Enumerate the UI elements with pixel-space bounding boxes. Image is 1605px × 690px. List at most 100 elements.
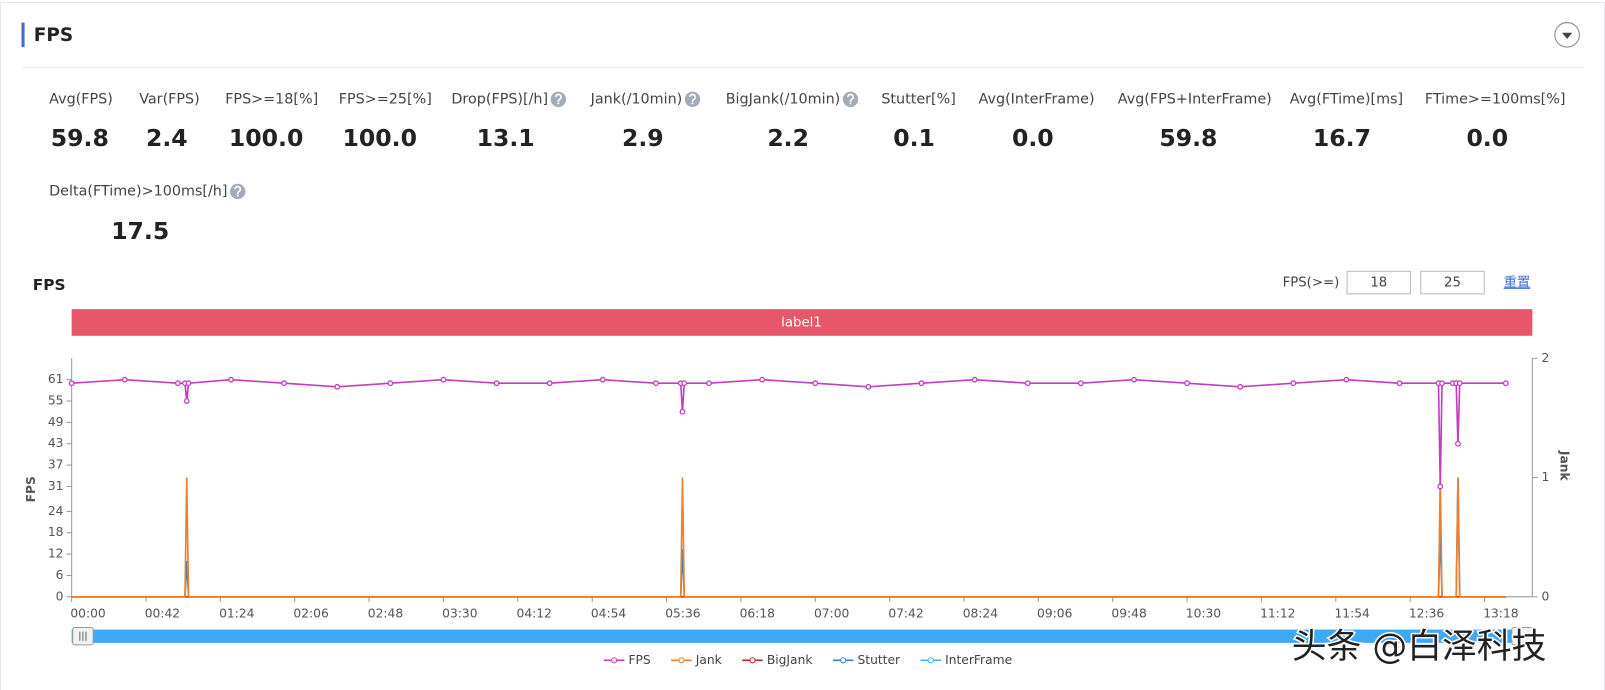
- help-dot: [236, 194, 239, 197]
- threshold-value[interactable]: 18: [1370, 276, 1387, 291]
- point: [653, 380, 659, 387]
- chart-panel-title: FPS: [33, 276, 66, 294]
- y-tick-label: 55: [48, 394, 64, 408]
- point: [68, 380, 75, 387]
- threshold-input[interactable]: [1420, 270, 1485, 295]
- collapse-arrow[interactable]: [1562, 32, 1573, 39]
- y-tick-label: 24: [48, 504, 64, 518]
- metric-label: Drop(FPS)[/h]: [451, 91, 548, 107]
- legend-marker: [927, 657, 934, 664]
- threshold-input[interactable]: [1346, 270, 1412, 295]
- metric-label: FPS>=18[%]: [225, 91, 318, 107]
- x-tick-label: 11:12: [1260, 607, 1295, 621]
- y-tick-label: 43: [48, 436, 64, 450]
- x-tick-label: 04:12: [517, 607, 552, 621]
- x-tick-label: 01:24: [219, 607, 255, 621]
- metric-value: 2.2: [767, 124, 809, 152]
- series-line: [71, 477, 1506, 598]
- x-tick-label: 04:54: [591, 607, 627, 621]
- legend-label: BigJank: [767, 653, 814, 667]
- y-tick-label: 0: [56, 589, 64, 603]
- metric-value: 59.8: [51, 124, 109, 152]
- metric-value: 0.0: [1012, 124, 1054, 152]
- metric-value: 13.1: [477, 124, 535, 152]
- point: [174, 380, 181, 387]
- x-tick-label: 03:30: [442, 607, 477, 621]
- metric-value: 16.7: [1313, 124, 1371, 152]
- metric-label: Avg(FPS+InterFrame): [1118, 91, 1272, 107]
- watermark: 头条 @白泽科技: [1292, 627, 1547, 667]
- point: [918, 380, 925, 387]
- metric-value: 2.4: [146, 124, 188, 152]
- y-tick-label: 6: [56, 568, 64, 582]
- x-tick-label: 00:42: [145, 607, 180, 621]
- point: [1456, 380, 1463, 387]
- metric-value: 100.0: [229, 124, 303, 152]
- label-band: [71, 309, 1533, 336]
- metric-label: Delta(FTime)>100ms[/h]: [49, 183, 227, 199]
- point: [1131, 376, 1137, 383]
- threshold-value[interactable]: 25: [1444, 276, 1461, 291]
- y2-tick-label: 0: [1542, 589, 1550, 603]
- point: [1077, 380, 1084, 387]
- point: [679, 408, 686, 415]
- point: [281, 380, 288, 387]
- x-tick-label: 07:42: [888, 607, 923, 621]
- y2-tick-label: 1: [1542, 470, 1550, 484]
- point: [759, 376, 766, 383]
- point: [387, 380, 394, 387]
- x-tick-label: 08:24: [963, 607, 999, 621]
- point: [183, 398, 190, 404]
- point: [865, 383, 872, 390]
- metric-label: Jank(/10min): [590, 91, 683, 107]
- point: [546, 380, 553, 387]
- reset-link[interactable]: 重置: [1504, 275, 1531, 291]
- metric-value: 2.9: [622, 124, 664, 152]
- x-tick-label: 11:54: [1334, 607, 1370, 621]
- legend-label: FPS: [628, 653, 650, 667]
- y2-axis-label: Jank: [1558, 450, 1572, 482]
- x-tick-label: 12:36: [1409, 607, 1445, 621]
- x-tick-label: 10:30: [1186, 607, 1221, 621]
- zoom-grip: [79, 631, 87, 641]
- help-glyph: [554, 93, 562, 102]
- point: [1437, 483, 1444, 490]
- point: [334, 383, 341, 390]
- legend-marker: [611, 657, 618, 664]
- help-dot: [691, 102, 694, 105]
- x-tick-label: 07:00: [814, 607, 849, 621]
- y-axis-label: FPS: [24, 476, 38, 502]
- collapse-button[interactable]: [1554, 22, 1580, 48]
- point: [1439, 380, 1445, 387]
- legend: FPS Jank BigJank Stutter InterFrame: [603, 653, 1012, 667]
- zoom-handle[interactable]: [1511, 627, 1533, 646]
- y-tick-label: 12: [48, 547, 64, 561]
- metric-label: Stutter[%]: [881, 91, 956, 107]
- point: [1502, 380, 1509, 387]
- y-tick-label: 31: [48, 479, 64, 493]
- x-tick-label: 09:48: [1111, 607, 1146, 621]
- point: [121, 376, 128, 383]
- x-tick-label: 13:18: [1483, 607, 1518, 621]
- help-glyph: [847, 93, 854, 102]
- y-tick-label: 61: [48, 372, 64, 386]
- help-dot: [849, 102, 852, 105]
- metric-value: 0.1: [893, 124, 935, 152]
- x-tick-label: 05:36: [665, 607, 701, 621]
- point: [1184, 380, 1190, 387]
- legend-label: InterFrame: [945, 653, 1012, 667]
- metrics: Avg(FPS) 59.8 Var(FPS) 2.4 FPS>=18[%] 100.0 FP…: [49, 91, 1565, 245]
- point: [493, 380, 500, 387]
- label-band-text: label1: [781, 315, 822, 330]
- panel-title: FPS: [34, 25, 73, 46]
- point: [185, 380, 192, 387]
- legend-marker: [678, 657, 685, 664]
- series-line: [71, 378, 1506, 487]
- metric-label: FPS>=25[%]: [339, 91, 432, 107]
- y-tick-label: 49: [48, 415, 64, 429]
- metric-label: Avg(FPS): [49, 91, 113, 107]
- zoom-slider[interactable]: [71, 629, 1533, 643]
